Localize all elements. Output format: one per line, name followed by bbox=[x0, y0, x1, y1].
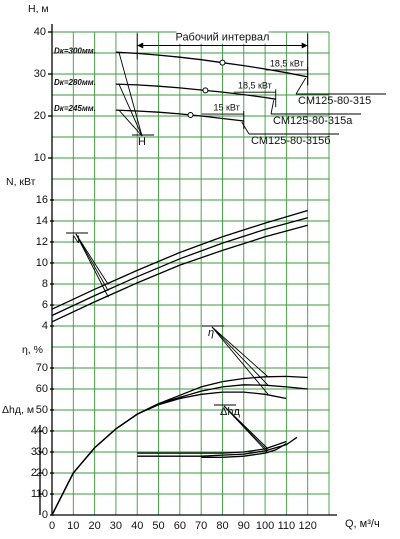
leader-line bbox=[118, 52, 143, 137]
x-tick-label: 0 bbox=[49, 520, 55, 532]
diameter-label: Dк=280мм. bbox=[54, 78, 96, 87]
x-tick-label: 60 bbox=[174, 520, 186, 532]
operating-point bbox=[187, 111, 194, 118]
arrow-head bbox=[137, 42, 144, 49]
y-tick-label: 6 bbox=[42, 299, 48, 311]
operating-point bbox=[219, 59, 226, 66]
x-tick-label: 110 bbox=[278, 520, 296, 532]
x-tick-label: 40 bbox=[131, 520, 143, 532]
leader-line bbox=[75, 233, 109, 285]
curve-label: η bbox=[208, 327, 214, 339]
curve-label: N bbox=[72, 234, 80, 246]
x-tick-label: 70 bbox=[195, 520, 207, 532]
y-tick-label: 30 bbox=[34, 68, 46, 80]
y-tick-label: 2 bbox=[31, 467, 37, 479]
curve-name: СМ125-80-315б bbox=[251, 135, 331, 147]
leader-line bbox=[223, 405, 269, 450]
x-tick-label: 50 bbox=[152, 520, 164, 532]
x-tick-label: 30 bbox=[110, 520, 122, 532]
leader-line bbox=[75, 233, 109, 298]
curve bbox=[51, 209, 308, 310]
y-axis-title: N, кВт bbox=[6, 176, 36, 188]
diameter-label: Dк=245мм. bbox=[54, 104, 96, 113]
power-label: 15 кВт bbox=[213, 102, 239, 112]
arrow-head bbox=[301, 42, 308, 49]
curve bbox=[51, 217, 308, 317]
leader-line bbox=[118, 109, 143, 137]
x-axis-title: Q, м³/ч bbox=[345, 518, 380, 530]
label-bg bbox=[176, 31, 269, 44]
y-tick-label: 70 bbox=[36, 362, 48, 374]
leader-line bbox=[211, 326, 269, 395]
curve bbox=[115, 51, 308, 78]
y-axis-title: H, м bbox=[28, 3, 49, 15]
y-axis-title: Δhд, м bbox=[2, 404, 34, 416]
leader-line bbox=[241, 121, 250, 135]
y-axis-title: η, % bbox=[22, 344, 43, 356]
curve bbox=[137, 436, 298, 457]
curve bbox=[51, 224, 308, 323]
curve bbox=[201, 443, 287, 458]
x-tick-label: 100 bbox=[256, 520, 274, 532]
y-tick-label: 50 bbox=[36, 404, 48, 416]
y-tick-label: 1 bbox=[31, 488, 37, 500]
curve bbox=[115, 109, 244, 122]
interval-label: Рабочий интервал bbox=[175, 31, 269, 43]
curve-name: СМ125-80-315 bbox=[298, 95, 371, 107]
x-tick-label: 120 bbox=[299, 520, 317, 532]
y-tick-label: 16 bbox=[36, 194, 48, 206]
x-tick-label: 20 bbox=[88, 520, 100, 532]
y-tick-label: 14 bbox=[36, 215, 48, 227]
y-tick-label: 10 bbox=[34, 152, 46, 164]
curve-label: Δhд bbox=[220, 406, 240, 418]
y-tick-label: 12 bbox=[36, 236, 48, 248]
curve-name: СМ125-80-315а bbox=[273, 115, 353, 127]
curve bbox=[137, 440, 287, 454]
operating-point bbox=[202, 87, 209, 94]
y-tick-label: 4 bbox=[42, 320, 48, 332]
leader-line bbox=[211, 326, 269, 378]
power-label: 18,5 кВт bbox=[270, 58, 304, 68]
leader-line bbox=[223, 405, 269, 454]
y-tick-label: 40 bbox=[34, 26, 46, 38]
x-tick-label: 10 bbox=[67, 520, 79, 532]
y-tick-label: 4 bbox=[31, 425, 37, 437]
y-tick-label: 60 bbox=[36, 383, 48, 395]
y-tick-label: 20 bbox=[34, 110, 46, 122]
leader-line bbox=[295, 77, 307, 95]
leader-line bbox=[270, 100, 275, 115]
leader-line bbox=[75, 233, 109, 292]
y-tick-label: 0 bbox=[42, 509, 48, 521]
diameter-label: Dк=300мм. bbox=[54, 46, 96, 55]
curve bbox=[115, 83, 276, 100]
power-label: 18,5 кВт bbox=[238, 81, 272, 91]
leader-line bbox=[118, 83, 143, 137]
x-tick-label: 80 bbox=[216, 520, 228, 532]
curve-label: H bbox=[138, 136, 146, 148]
y-tick-label: 10 bbox=[36, 257, 48, 269]
y-tick-label: 8 bbox=[42, 278, 48, 290]
x-tick-label: 90 bbox=[238, 520, 250, 532]
leader-line bbox=[211, 326, 269, 386]
y-tick-label: 3 bbox=[31, 446, 37, 458]
curve bbox=[51, 391, 287, 516]
